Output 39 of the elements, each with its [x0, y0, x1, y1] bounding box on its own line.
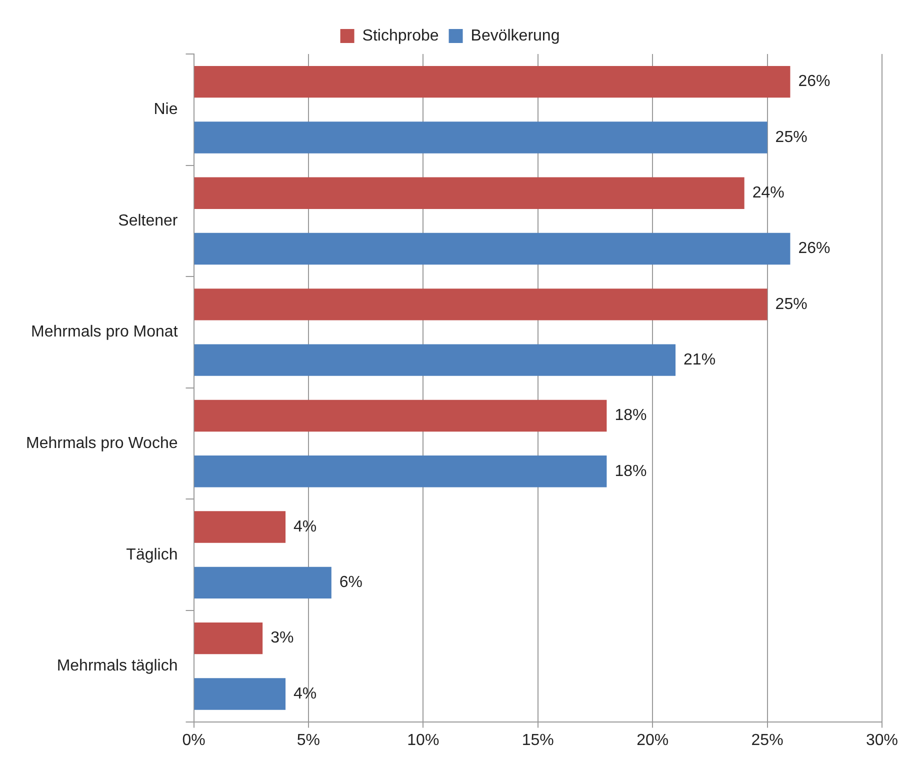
bar — [194, 122, 768, 154]
legend-label: Stichprobe — [362, 27, 439, 44]
x-tick-label: 25% — [751, 732, 784, 749]
x-tick-label: 15% — [522, 732, 554, 749]
x-tick-label: 0% — [182, 732, 206, 749]
y-tick-label: Nie — [154, 101, 178, 118]
bar — [194, 344, 676, 376]
bar — [194, 177, 744, 209]
y-tick-label: Seltener — [118, 212, 178, 230]
bar — [194, 622, 263, 654]
legend-label: Bevölkerung — [470, 27, 560, 44]
bar — [194, 288, 768, 320]
data-label: 21% — [684, 351, 716, 368]
bar — [194, 678, 286, 710]
bar — [194, 400, 607, 432]
y-tick-label: Mehrmals pro Woche — [26, 434, 178, 452]
data-label: 25% — [775, 128, 808, 146]
x-tick-label: 30% — [866, 732, 898, 749]
data-label: 4% — [294, 518, 317, 536]
bar — [194, 566, 332, 599]
data-label: 25% — [775, 296, 808, 313]
x-tick-label: 20% — [636, 732, 669, 749]
data-label: 26% — [798, 73, 830, 90]
bar — [194, 232, 790, 265]
bar — [194, 511, 286, 543]
bar — [194, 66, 790, 98]
data-label: 24% — [752, 184, 784, 202]
y-tick-label: Mehrmals pro Monat — [31, 324, 178, 341]
data-label: 26% — [798, 240, 830, 258]
data-label: 18% — [614, 462, 647, 480]
data-label: 4% — [294, 685, 317, 702]
data-label: 6% — [339, 574, 363, 592]
x-tick-label: 5% — [296, 732, 320, 749]
y-tick-label: Mehrmals täglich — [56, 658, 178, 675]
y-tick-label: Täglich — [126, 546, 178, 564]
x-tick-label: 10% — [407, 732, 440, 749]
data-label: 18% — [614, 407, 647, 424]
data-label: 3% — [270, 630, 294, 647]
bar — [194, 456, 607, 488]
